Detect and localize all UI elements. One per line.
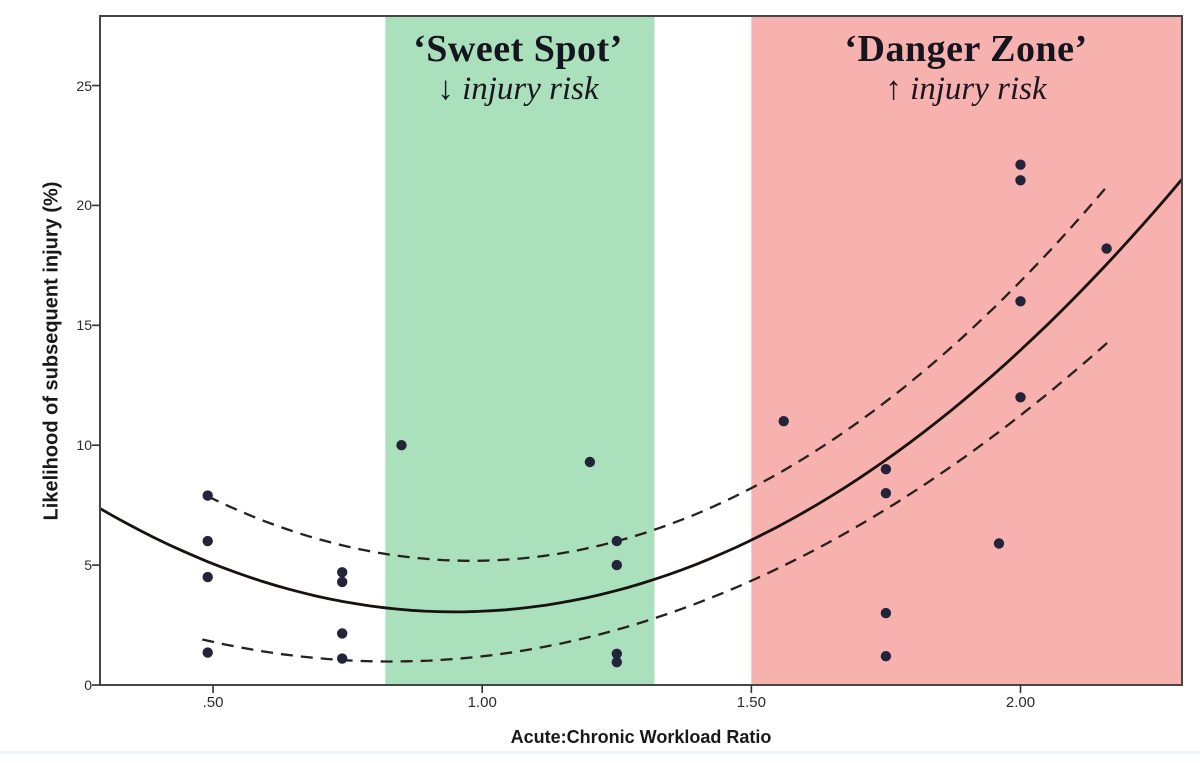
lower-confidence-curve	[202, 337, 1113, 663]
data-point	[880, 651, 892, 662]
y-tick-label-15: 15	[76, 317, 92, 334]
data-point	[611, 648, 622, 659]
plot-frame	[99, 15, 1183, 686]
data-point	[202, 647, 213, 658]
x-tick-label-1.00: 1.00	[467, 694, 497, 711]
data-point	[880, 464, 892, 475]
sweet-spot-band	[385, 16, 655, 685]
data-point	[337, 653, 348, 664]
data-point	[202, 571, 213, 583]
data-point	[1015, 392, 1026, 403]
y-tick-label-10: 10	[76, 437, 92, 454]
y-tick-label-5: 5	[84, 557, 92, 574]
data-point	[337, 567, 348, 578]
upper-confidence-curve	[207, 186, 1108, 562]
data-point	[337, 628, 348, 639]
data-point	[202, 535, 213, 547]
y-tick-label-25: 25	[76, 77, 92, 94]
x-axis-label: Acute:Chronic Workload Ratio	[510, 727, 772, 747]
page-edge-artifact	[0, 751, 1200, 754]
data-point	[396, 440, 407, 451]
x-tick-label-1.50: 1.50	[736, 694, 766, 711]
data-point	[611, 657, 622, 668]
data-point	[778, 416, 789, 427]
data-point	[880, 607, 892, 619]
x-tick-label-2.00: 2.00	[1005, 694, 1036, 711]
fitted-mean-curve	[99, 178, 1184, 614]
data-point	[611, 535, 622, 547]
data-point	[1015, 175, 1026, 186]
data-point	[993, 538, 1005, 549]
danger-zone-band	[751, 16, 1182, 685]
data-point	[337, 576, 348, 588]
x-tick-label-.50: .50	[202, 694, 224, 711]
data-point	[1015, 296, 1026, 307]
data-point	[611, 559, 622, 571]
data-point	[584, 456, 596, 468]
y-tick-label-0: 0	[84, 677, 92, 693]
data-point	[1101, 243, 1112, 254]
y-tick-label-20: 20	[76, 197, 92, 214]
y-axis-label: Likelihood of subsequent injury (%)	[40, 181, 63, 521]
data-point	[880, 488, 892, 499]
data-point	[202, 490, 213, 501]
data-point	[1015, 159, 1026, 170]
